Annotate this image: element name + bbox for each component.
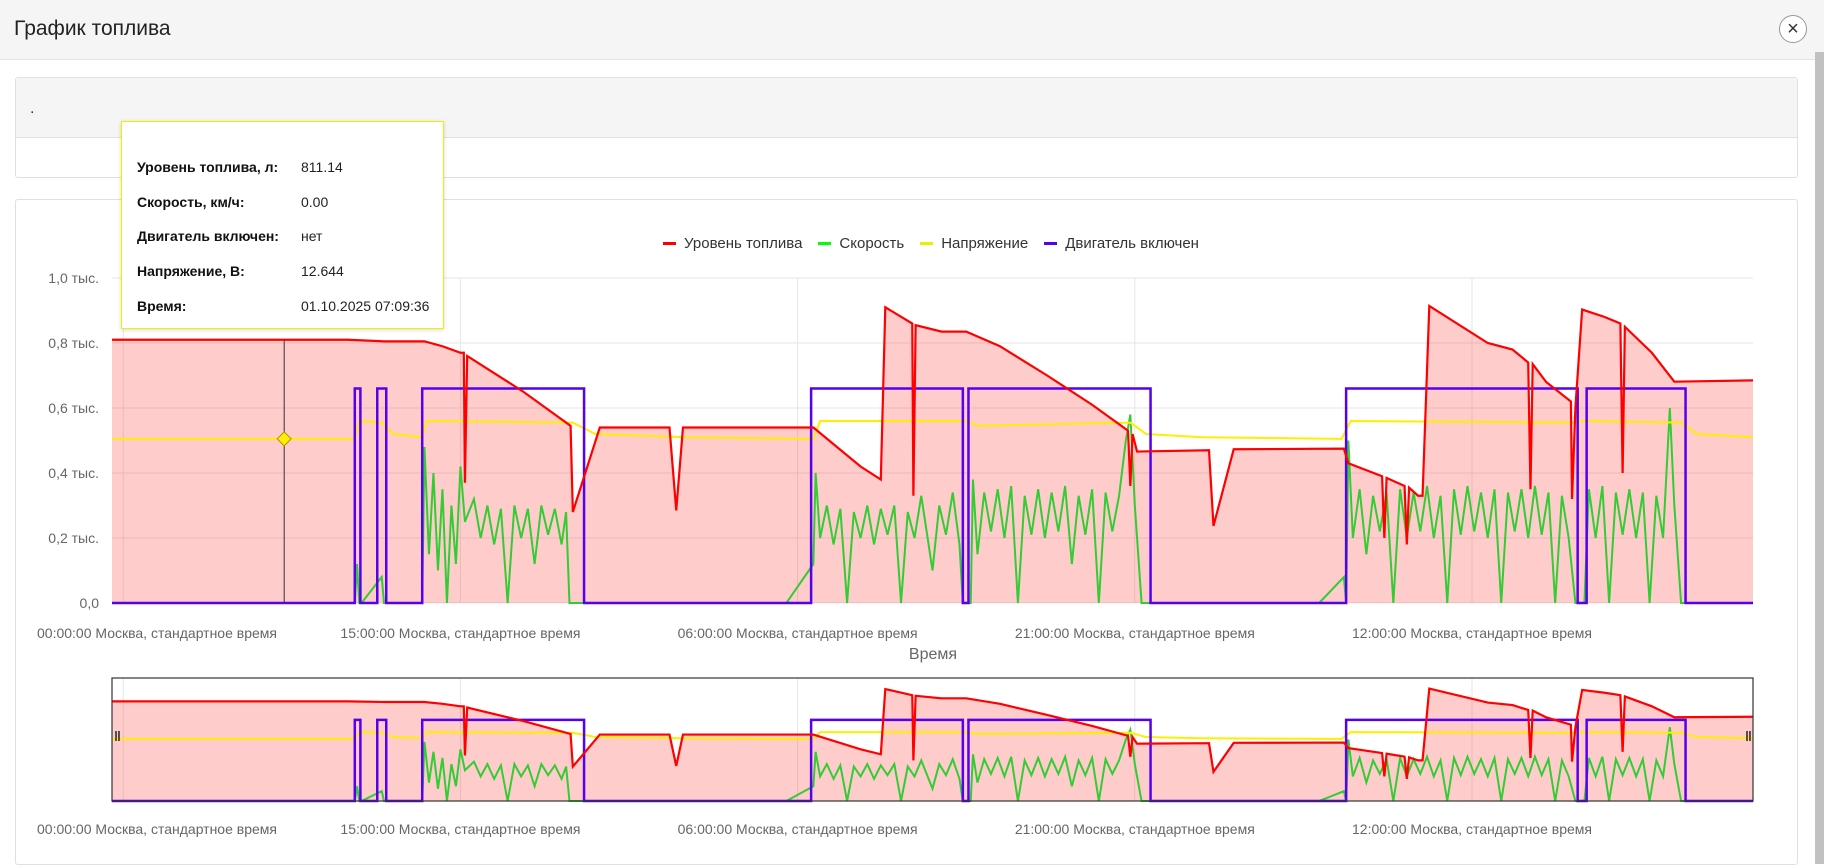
legend-swatch [663, 242, 677, 245]
chart-tooltip: Уровень топлива, л: 811.14 Скорость, км/ч… [121, 121, 444, 329]
close-button[interactable]: × [1779, 15, 1807, 43]
chart-legend: Уровень топлива Скорость Напряжение Двиг… [0, 235, 1824, 252]
tooltip-label: Напряжение, В: [137, 263, 245, 279]
legend-item-fuel[interactable]: Уровень топлива [663, 235, 802, 252]
navigator-x-tick-label: 15:00:00 Москва, стандартное время [340, 821, 581, 837]
dialog-title: График топлива [14, 17, 171, 40]
x-tick-label: 06:00:00 Москва, стандартное время [677, 625, 918, 641]
legend-swatch [920, 242, 934, 245]
x-axis-title: Время [908, 646, 958, 663]
navigator-left-handle[interactable]: ‖ [114, 728, 121, 744]
fuel-line [112, 303, 1754, 545]
scrollbar[interactable] [1815, 52, 1824, 864]
legend-label: Двигатель включен [1065, 235, 1199, 252]
legend-swatch [818, 242, 832, 245]
y-tick-label: 1,0 тыс. [48, 270, 99, 286]
tooltip-value: 01.10.2025 07:09:36 [301, 298, 430, 314]
speed-line [112, 407, 1753, 604]
legend-item-voltage[interactable]: Напряжение [920, 235, 1028, 252]
navigator-right-handle[interactable]: ‖ [1745, 728, 1752, 744]
hover-marker [276, 431, 292, 447]
x-tick-label: 15:00:00 Москва, стандартное время [340, 625, 581, 641]
y-tick-label: 0,2 тыс. [48, 530, 99, 546]
fuel-line [112, 687, 1754, 779]
engine-line [112, 387, 1753, 605]
navigator-x-tick-label: 06:00:00 Москва, стандартное время [677, 821, 918, 837]
tooltip-value: 12.644 [301, 263, 344, 279]
legend-item-engine[interactable]: Двигатель включен [1044, 235, 1199, 252]
legend-label: Уровень топлива [684, 235, 803, 252]
navigator-x-tick-label: 00:00:00 Москва, стандартное время [37, 821, 277, 837]
navigator-x-tick-label: 12:00:00 Москва, стандартное время [1352, 821, 1592, 837]
tooltip-label: Уровень топлива, л: [137, 159, 279, 175]
tooltip-label: Двигатель включен: [137, 228, 279, 244]
tooltip-label: Скорость, км/ч: [137, 194, 245, 210]
y-tick-label: 0,8 тыс. [48, 335, 99, 351]
tooltip-value: 0.00 [301, 194, 329, 210]
dialog-header: График топлива × [0, 0, 1824, 60]
legend-item-speed[interactable]: Скорость [818, 235, 904, 252]
close-icon: × [1787, 18, 1799, 40]
legend-label: Скорость [839, 235, 905, 252]
x-tick-label: 12:00:00 Москва, стандартное время [1352, 625, 1592, 641]
navigator-plot[interactable] [111, 677, 1754, 803]
y-tick-label: 0,4 тыс. [48, 465, 99, 481]
navigator-x-tick-label: 21:00:00 Москва, стандартное время [1014, 821, 1255, 837]
speed-line [112, 726, 1753, 802]
tooltip-label: Время: [137, 298, 187, 314]
fuel-area [112, 305, 1753, 603]
tooltip-value: нет [301, 228, 323, 244]
y-tick-label: 0,6 тыс. [48, 400, 99, 416]
navigator-frame [111, 677, 1754, 802]
x-tick-label: 21:00:00 Москва, стандартное время [1014, 625, 1255, 641]
tooltip-value: 811.14 [301, 159, 343, 175]
legend-swatch [1044, 242, 1058, 245]
legend-label: Напряжение [941, 235, 1029, 252]
y-tick-label: 0,0 [79, 595, 99, 611]
x-tick-label: 00:00:00 Москва, стандартное время [37, 625, 277, 641]
